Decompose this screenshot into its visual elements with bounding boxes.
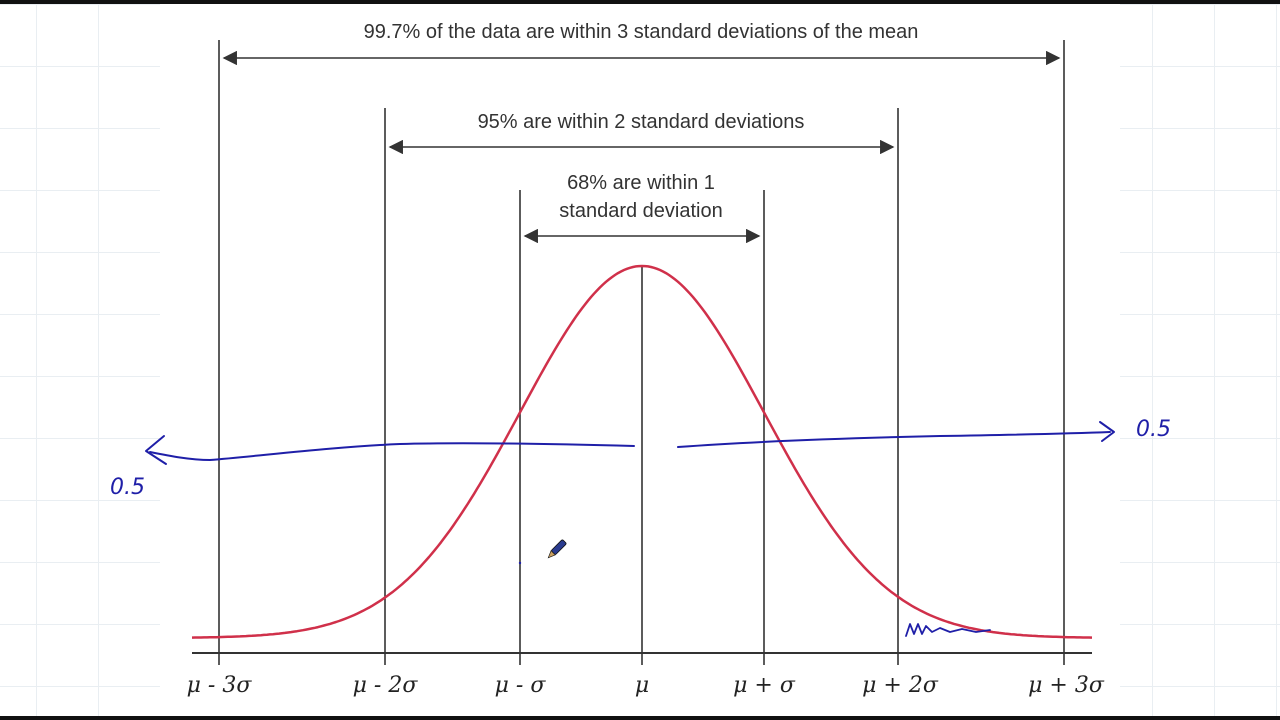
ink-right-half-arrow [677,431,1111,448]
bottom-border [0,716,1280,720]
tick-mean: μ [635,673,649,698]
ink-right-arrowhead [1099,421,1115,442]
label-1-sigma-line1: 68% are within 1 [567,172,715,194]
tick-plus-3-sigma: μ + 3σ [1028,673,1105,698]
ink-right-value: 0.5 [1136,417,1171,442]
tick-minus-3-sigma: μ - 3σ [187,673,253,698]
tick-minus-2-sigma: μ - 2σ [353,673,419,698]
top-border [0,0,1280,4]
label-1-sigma-line2: standard deviation [559,200,722,222]
ink-dot [518,561,522,565]
tick-plus-2-sigma: μ + 2σ [862,673,939,698]
label-3-sigma: 99.7% of the data are within 3 standard … [364,21,919,43]
figure-panel [160,4,1120,716]
bell-curve [191,264,1093,639]
tick-plus-1-sigma: μ + σ [733,673,796,698]
label-2-sigma: 95% are within 2 standard deviations [478,111,805,133]
tick-minus-1-sigma: μ - σ [495,673,547,698]
pen-cursor-icon [547,539,567,559]
ink-tail-scribble [905,623,991,637]
ink-left-arrowhead [145,435,167,465]
ink-left-half-arrow [149,442,635,462]
ink-left-value: 0.5 [110,475,145,500]
